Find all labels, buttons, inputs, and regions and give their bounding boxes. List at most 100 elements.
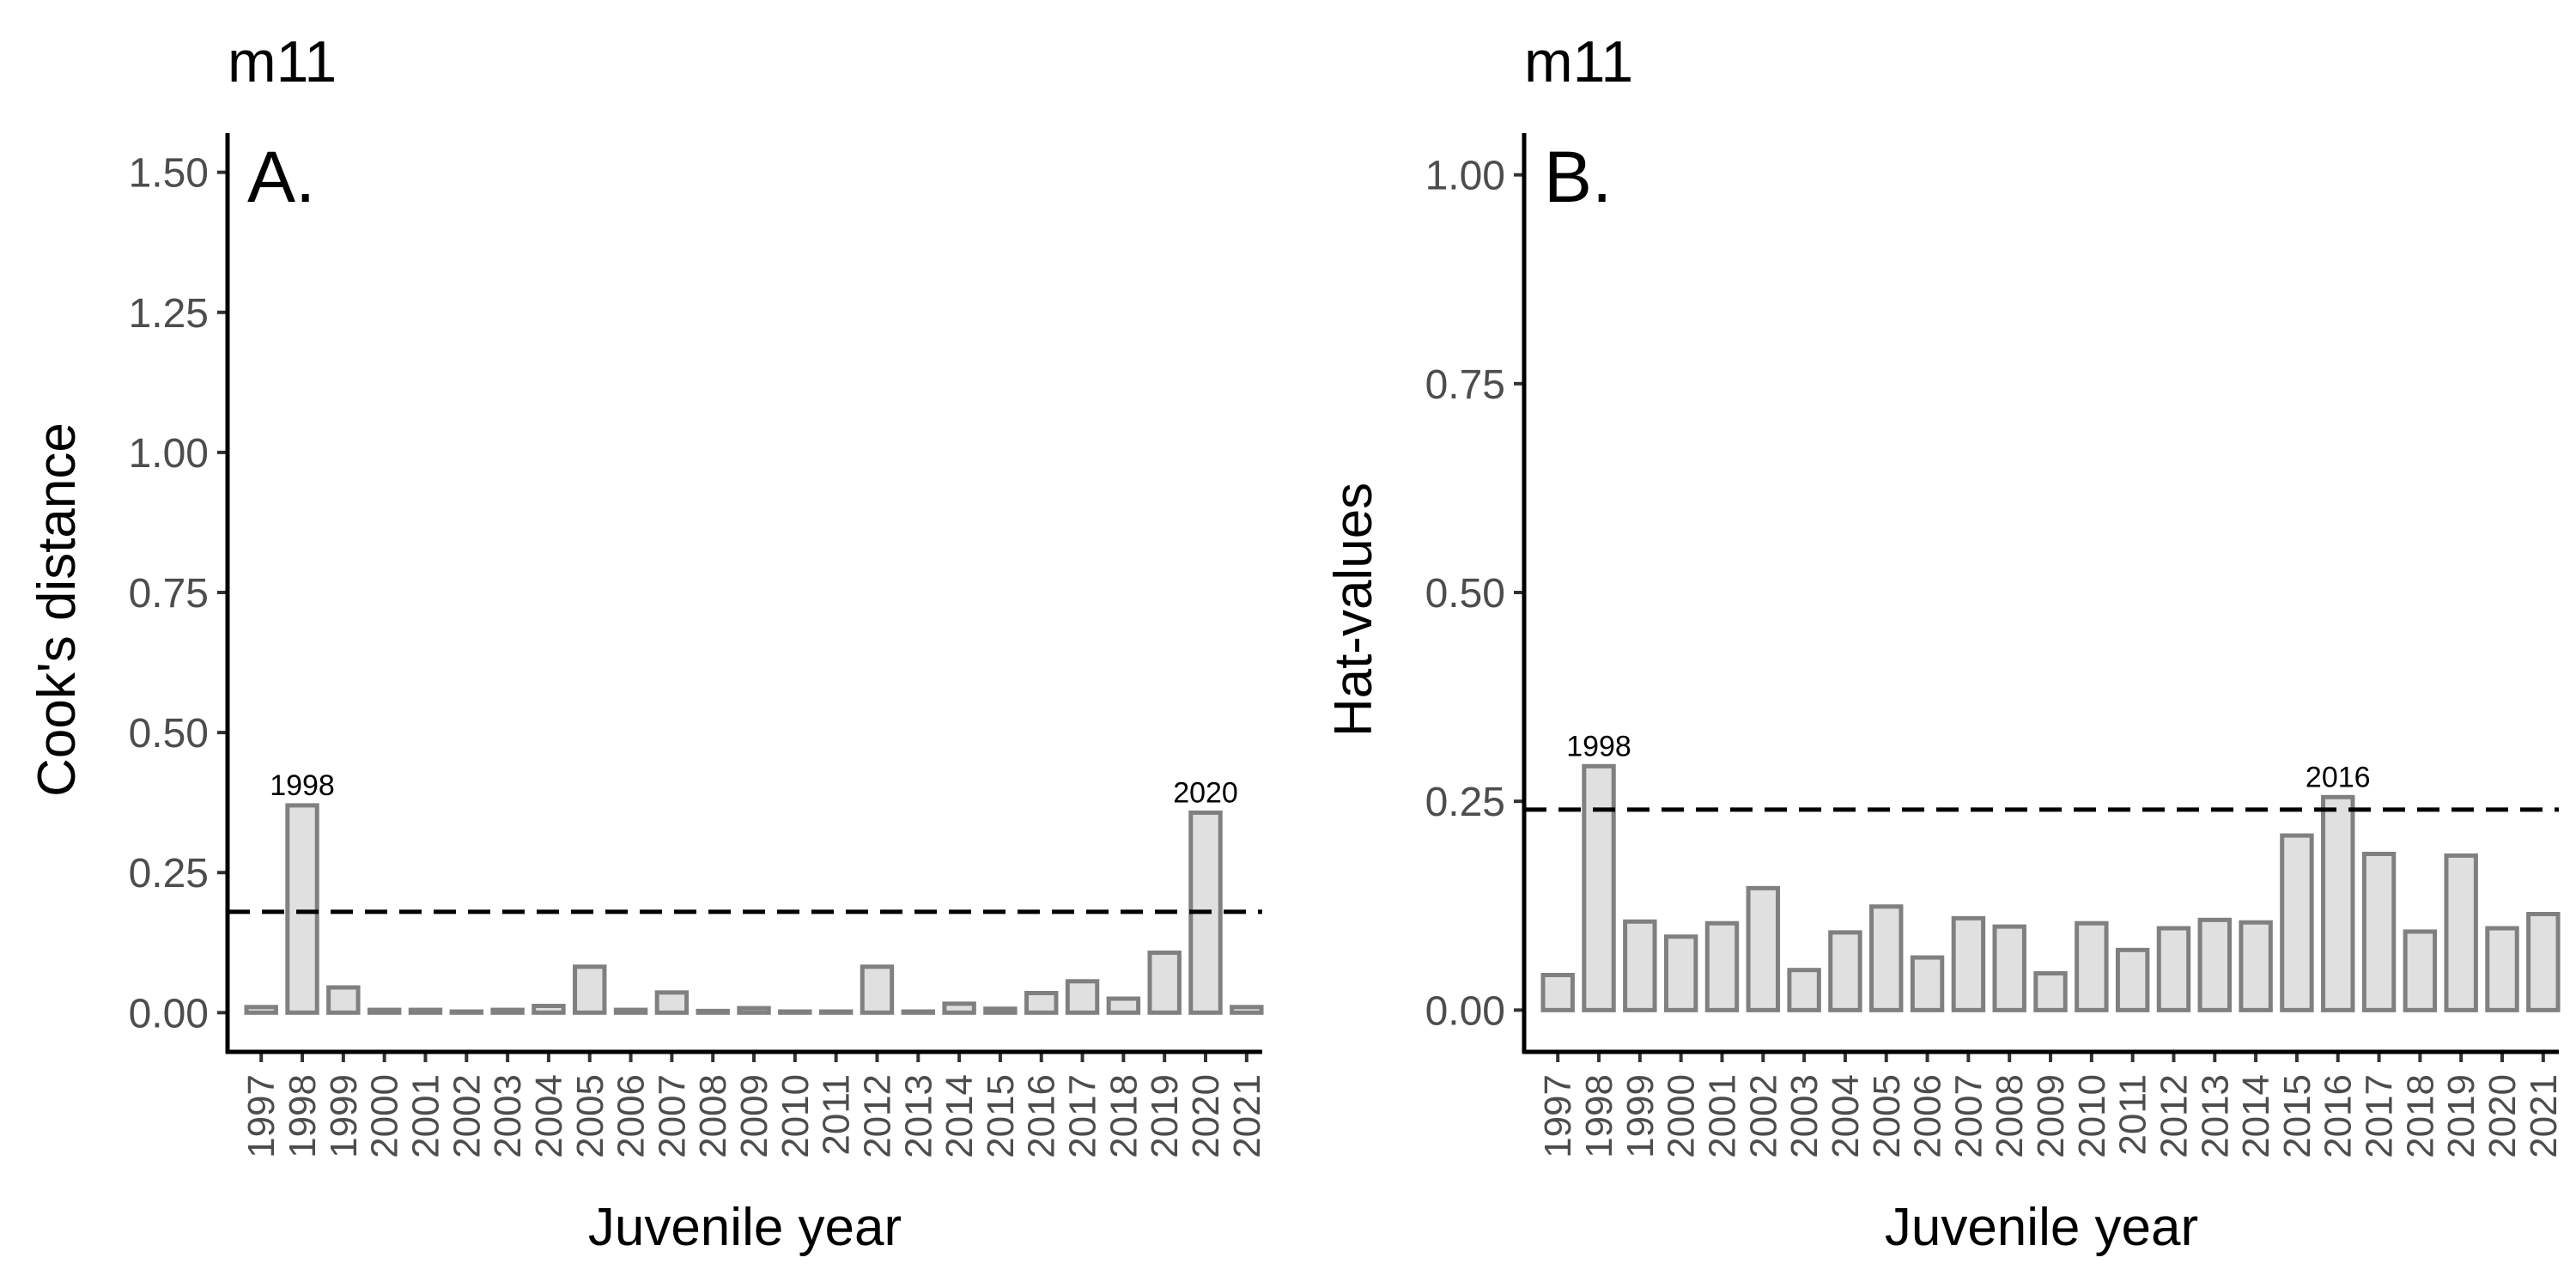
annotation-2016: 2016 bbox=[2306, 761, 2371, 793]
x-tick-label-2016: 2016 bbox=[2318, 1074, 2360, 1158]
bar-2014 bbox=[942, 1001, 976, 1015]
x-tick-label-2011: 2011 bbox=[816, 1074, 858, 1156]
x-tick-label-2017: 2017 bbox=[1062, 1074, 1104, 1158]
x-tick-label-2014: 2014 bbox=[2235, 1074, 2277, 1158]
y-tick-label: 1.00 bbox=[129, 431, 209, 477]
bar-2019 bbox=[2444, 853, 2478, 1012]
bar-2010 bbox=[2075, 920, 2109, 1012]
bar-2020 bbox=[2485, 926, 2519, 1012]
bar-2017 bbox=[1065, 979, 1100, 1015]
bar-2009 bbox=[737, 1005, 771, 1015]
x-tick-label-2007: 2007 bbox=[651, 1074, 693, 1158]
x-tick-label-2003: 2003 bbox=[1783, 1074, 1826, 1158]
x-tick-label-2016: 2016 bbox=[1021, 1074, 1063, 1158]
bar-2021 bbox=[2526, 912, 2561, 1012]
chart-title: m11 bbox=[1524, 29, 1633, 94]
x-tick-label-2002: 2002 bbox=[1742, 1074, 1784, 1158]
bar-2017 bbox=[2361, 851, 2397, 1012]
bar-2000 bbox=[1663, 934, 1698, 1012]
x-tick-label-2007: 2007 bbox=[1947, 1074, 1990, 1158]
bar-1998 bbox=[285, 803, 319, 1015]
x-tick-label-2013: 2013 bbox=[897, 1074, 939, 1158]
bar-2018 bbox=[1106, 996, 1141, 1015]
panel-label: A. bbox=[247, 137, 315, 217]
x-tick-label-2004: 2004 bbox=[528, 1074, 570, 1158]
bar-2016 bbox=[2321, 794, 2355, 1012]
bar-2004 bbox=[532, 1004, 566, 1015]
y-tick-label: 1.50 bbox=[129, 151, 209, 197]
bar-2011 bbox=[2115, 947, 2150, 1012]
bar-2012 bbox=[860, 964, 895, 1015]
bar-2006 bbox=[1910, 955, 1945, 1012]
y-axis-label: Hat-values bbox=[1324, 483, 1383, 737]
x-tick-label-2001: 2001 bbox=[404, 1074, 447, 1158]
y-tick-label: 0.50 bbox=[129, 711, 209, 756]
x-tick-label-2020: 2020 bbox=[1185, 1074, 1227, 1158]
x-tick-label-2009: 2009 bbox=[733, 1074, 775, 1158]
bar-2001 bbox=[1704, 920, 1740, 1012]
bar-2021 bbox=[1230, 1005, 1264, 1015]
chart-title: m11 bbox=[228, 29, 337, 94]
x-tick-label-2021: 2021 bbox=[2523, 1074, 2565, 1158]
bar-2006 bbox=[613, 1007, 648, 1015]
x-tick-label-2002: 2002 bbox=[446, 1074, 488, 1158]
x-tick-label-2000: 2000 bbox=[1661, 1074, 1703, 1158]
x-tick-label-2019: 2019 bbox=[2440, 1074, 2482, 1158]
bar-2016 bbox=[1024, 990, 1059, 1015]
bar-2003 bbox=[490, 1007, 525, 1015]
y-tick-label: 0.50 bbox=[1425, 571, 1505, 617]
x-axis-label: Juvenile year bbox=[588, 1198, 902, 1257]
bar-2018 bbox=[2403, 929, 2438, 1012]
x-tick-label-1999: 1999 bbox=[323, 1074, 365, 1158]
x-tick-label-2018: 2018 bbox=[2399, 1074, 2441, 1158]
x-tick-label-2019: 2019 bbox=[1144, 1074, 1186, 1158]
x-tick-label-1998: 1998 bbox=[1578, 1074, 1620, 1158]
y-tick-label: 0.75 bbox=[1425, 362, 1505, 408]
x-tick-label-2015: 2015 bbox=[980, 1074, 1022, 1158]
x-tick-label-2010: 2010 bbox=[2071, 1074, 2113, 1158]
bar-2013 bbox=[2197, 917, 2233, 1012]
bar-2005 bbox=[1869, 904, 1904, 1012]
bar-2007 bbox=[654, 990, 690, 1015]
x-tick-label-2005: 2005 bbox=[569, 1074, 611, 1158]
annotation-1998: 1998 bbox=[1566, 730, 1631, 762]
x-tick-label-2013: 2013 bbox=[2194, 1074, 2236, 1158]
y-tick-label: 0.25 bbox=[129, 851, 209, 896]
x-tick-label-2005: 2005 bbox=[1866, 1074, 1908, 1158]
annotation-1998: 1998 bbox=[270, 769, 335, 802]
x-tick-label-2000: 2000 bbox=[364, 1074, 406, 1158]
x-tick-label-1997: 1997 bbox=[240, 1074, 283, 1158]
bar-2003 bbox=[1787, 968, 1821, 1012]
bar-2014 bbox=[2239, 920, 2273, 1012]
x-tick-label-2018: 2018 bbox=[1103, 1074, 1145, 1158]
x-tick-label-2006: 2006 bbox=[1907, 1074, 1949, 1158]
x-tick-label-2003: 2003 bbox=[487, 1074, 529, 1158]
bar-1999 bbox=[1623, 919, 1657, 1012]
bar-1997 bbox=[1540, 973, 1575, 1012]
bar-2008 bbox=[696, 1008, 730, 1015]
x-tick-label-2008: 2008 bbox=[692, 1074, 734, 1158]
bar-1997 bbox=[244, 1005, 278, 1015]
chart-panel-a: m11 0.00 0.25 0.50 0.75 1.00 1.25 1.50 1998 2020 1… bbox=[27, 29, 1268, 1257]
bar-1999 bbox=[326, 985, 361, 1015]
x-tick-label-2020: 2020 bbox=[2482, 1074, 2524, 1158]
bar-2009 bbox=[2033, 971, 2068, 1012]
bar-2000 bbox=[367, 1007, 402, 1015]
chart-panel-b: m110.000.250.500.751.0019982016199719981… bbox=[1324, 29, 2565, 1257]
y-tick-label: 0.25 bbox=[1425, 780, 1505, 825]
y-tick-label: 1.00 bbox=[1425, 154, 1505, 199]
bar-2002 bbox=[1746, 885, 1781, 1012]
x-tick-label-2017: 2017 bbox=[2359, 1074, 2401, 1158]
x-tick-label-2011: 2011 bbox=[2112, 1074, 2154, 1156]
y-tick-label: 0.75 bbox=[129, 571, 209, 617]
bar-2019 bbox=[1147, 951, 1182, 1015]
x-axis-label: Juvenile year bbox=[1885, 1198, 2198, 1257]
annotation-2020: 2020 bbox=[1173, 776, 1238, 809]
x-tick-label-2009: 2009 bbox=[2030, 1074, 2072, 1158]
bar-2005 bbox=[573, 964, 607, 1015]
x-tick-label-2014: 2014 bbox=[939, 1074, 981, 1158]
x-tick-label-2008: 2008 bbox=[1989, 1074, 2031, 1158]
y-tick-label: 0.00 bbox=[129, 991, 209, 1036]
y-axis-label: Cook's distance bbox=[27, 422, 87, 797]
